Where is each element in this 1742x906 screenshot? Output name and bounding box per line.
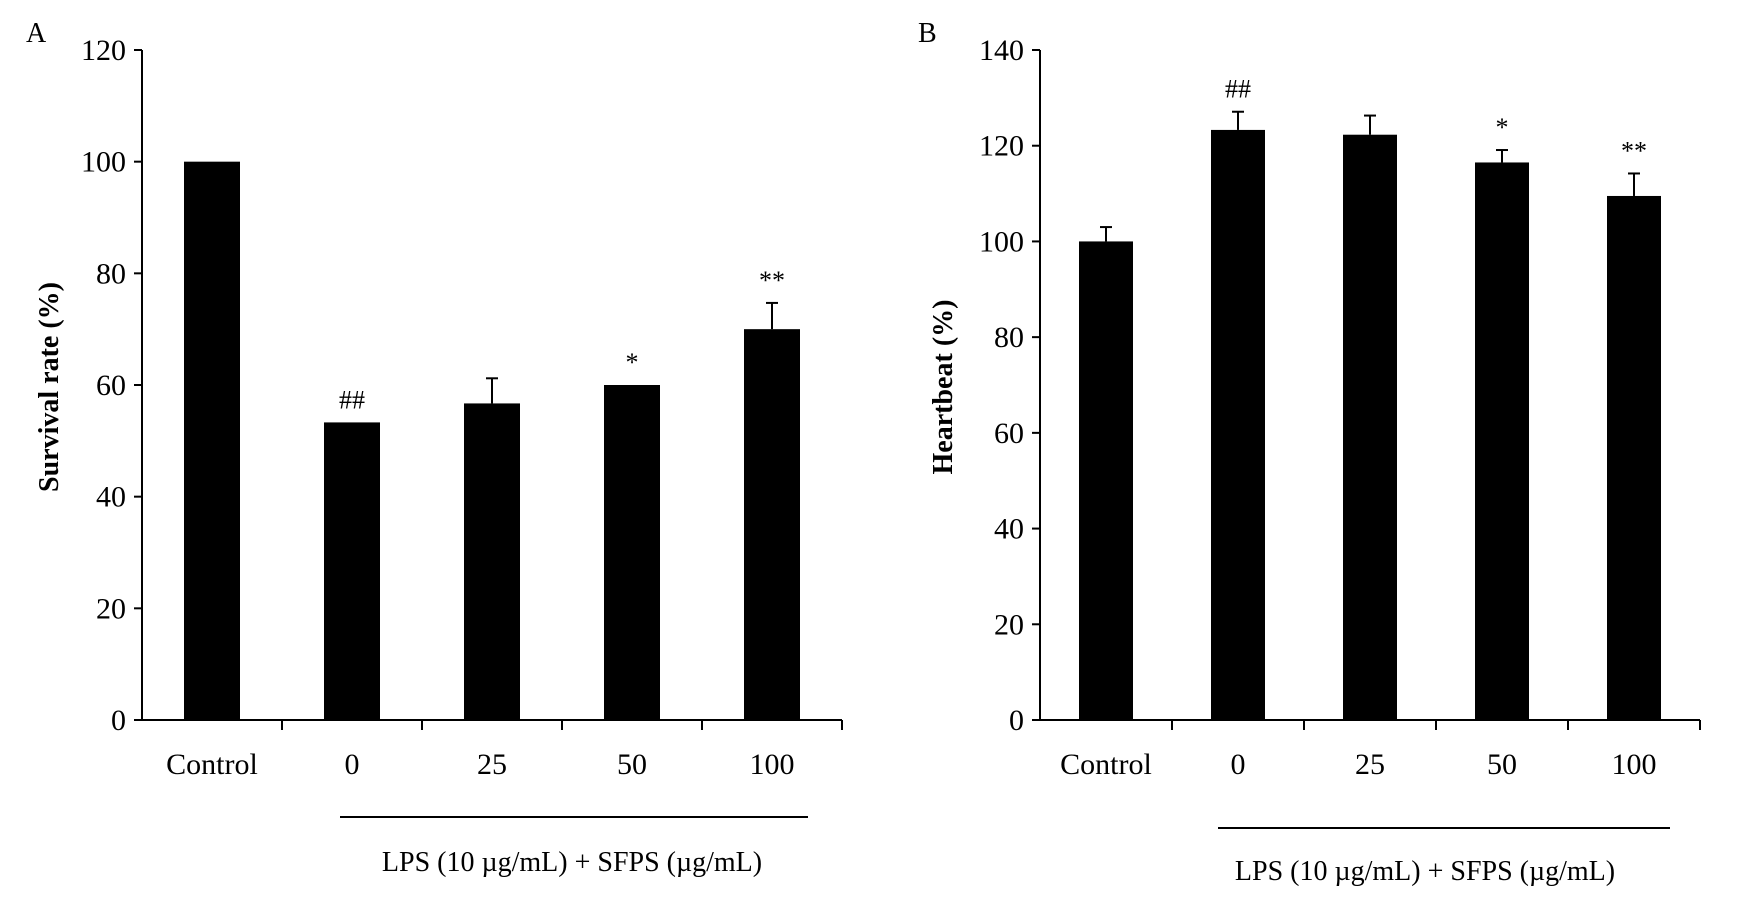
x-tick-label: 0 [345,748,360,781]
panel-a: A Survival rate (%) LPS (10 µg/mL) + SFP… [26,18,843,878]
y-axis-label: Heartbeat (%) [928,300,959,475]
y-tick-label: 40 [994,513,1024,546]
bar [324,422,380,720]
y-tick-label: 60 [994,417,1024,450]
y-tick-label: 120 [81,34,126,67]
y-tick-label: 0 [111,704,126,737]
y-tick-label: 0 [1009,704,1024,737]
panel-letter: B [918,18,937,49]
x-tick-label: 25 [1355,748,1385,781]
bar [744,329,800,720]
bar [1475,162,1529,720]
panel-b: B Heartbeat (%) LPS (10 µg/mL) + SFPS (µ… [918,18,1701,887]
x-tick-label: Control [166,748,258,781]
y-tick-label: 120 [979,130,1024,163]
x-tick-label: 50 [1487,748,1517,781]
y-tick-label: 100 [979,225,1024,258]
x-tick-label: 100 [750,748,795,781]
y-tick-label: 20 [96,592,126,625]
group-label: LPS (10 µg/mL) + SFPS (µg/mL) [1235,856,1615,887]
x-tick-label: 50 [617,748,647,781]
significance-mark: ## [339,385,365,414]
significance-mark: ** [759,266,785,295]
y-axis-label: Survival rate (%) [34,282,65,492]
significance-mark: * [626,348,639,377]
x-tick-label: 100 [1612,748,1657,781]
y-tick-label: 20 [994,608,1024,641]
y-tick-label: 80 [96,257,126,290]
y-tick-label: 80 [994,321,1024,354]
y-tick-label: 60 [96,369,126,402]
y-tick-label: 100 [81,146,126,179]
significance-mark: ## [1225,75,1251,104]
panel-letter: A [26,18,47,49]
x-tick-label: Control [1060,748,1152,781]
bar [464,403,520,720]
bar [1343,134,1397,720]
x-tick-label: 0 [1231,748,1246,781]
bar [1079,241,1133,720]
bar [1211,129,1265,720]
significance-mark: ** [1621,136,1647,165]
bar [604,385,660,720]
significance-mark: * [1496,113,1509,142]
y-tick-label: 140 [979,34,1024,67]
group-label: LPS (10 µg/mL) + SFPS (µg/mL) [382,847,762,878]
x-tick-label: 25 [477,748,507,781]
bar [184,161,240,720]
y-tick-label: 40 [96,481,126,514]
bar [1607,195,1661,720]
